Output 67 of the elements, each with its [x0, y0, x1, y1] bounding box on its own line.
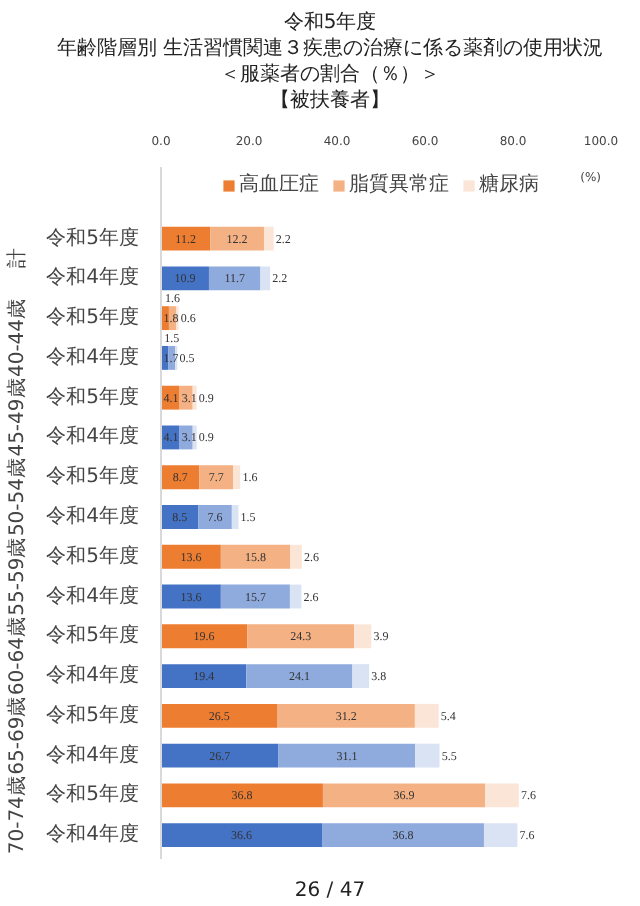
- chart-title: 令和5年度: [281, 10, 379, 36]
- y-tick-label: 令和5年度: [46, 702, 140, 727]
- bar: [352, 664, 370, 688]
- bar: [161, 783, 323, 808]
- bar: [220, 584, 290, 609]
- bar: [485, 783, 519, 808]
- text: 45-49歳: [5, 378, 29, 457]
- y-tick-label: 令和5年度: [46, 623, 140, 648]
- bar: [290, 544, 302, 569]
- bar: [354, 624, 372, 649]
- bar: [289, 584, 302, 609]
- text: 26 / 47: [294, 878, 366, 904]
- text: 55-59歳: [5, 537, 29, 616]
- bar: [208, 266, 261, 291]
- y-tick-label: 令和4年度: [46, 265, 140, 290]
- bar: [161, 823, 323, 848]
- y-tick-label: 令和4年度: [46, 503, 140, 528]
- bar: [179, 385, 193, 410]
- legend-label: 脂質異常症: [349, 171, 449, 198]
- bar: [199, 465, 234, 490]
- text: 50-54歳: [5, 458, 29, 537]
- bar: [414, 703, 439, 728]
- bar: [246, 664, 353, 688]
- bar: [161, 664, 247, 688]
- bar: [161, 226, 211, 251]
- legend-label: 糖尿病: [479, 171, 539, 198]
- y-tick-label: 令和5年度: [46, 782, 140, 807]
- bar: [161, 544, 221, 569]
- y-tick-label: 令和4年度: [46, 424, 140, 449]
- text: 60-64歳: [5, 617, 29, 696]
- y-tick-label: 令和4年度: [46, 822, 140, 847]
- y-tick-label: 令和5年度: [46, 384, 140, 409]
- y-tick-label: 令和4年度: [46, 742, 140, 767]
- bar: [247, 624, 355, 649]
- bar: [415, 743, 440, 768]
- text: ＜服薬者の割合（％）＞: [218, 62, 442, 88]
- y-tick-label: 令和4年度: [46, 663, 140, 688]
- bar: [322, 783, 486, 808]
- legend-label: 高血圧症: [239, 171, 319, 198]
- bar: [161, 624, 248, 649]
- text: 65-69歳: [5, 696, 29, 775]
- bar: [161, 743, 279, 768]
- bar: [161, 266, 209, 291]
- bar: [220, 544, 291, 569]
- bar: [161, 465, 200, 490]
- y-tick-label: 令和5年度: [46, 464, 140, 489]
- text: 70-74歳: [5, 776, 29, 855]
- y-tick-label: 令和5年度: [46, 305, 140, 330]
- bar: [260, 266, 271, 291]
- bar: [483, 823, 518, 848]
- bar: [263, 226, 274, 251]
- text: 計: [5, 248, 29, 269]
- bar: [231, 505, 239, 529]
- bar: [233, 465, 241, 490]
- text: 【被扶養者】: [268, 88, 392, 114]
- bar: [198, 505, 232, 529]
- bar: [278, 743, 416, 768]
- bar: [210, 226, 264, 251]
- y-tick-label: 令和4年度: [46, 344, 140, 369]
- y-tick-label: 令和5年度: [46, 543, 140, 568]
- y-tick-label: 令和4年度: [46, 583, 140, 608]
- chart-subtitle: 年齢階層別 生活習慣関連３疾患の治療に係る薬剤の使用状況: [56, 36, 604, 62]
- text: 40-44歳: [5, 298, 29, 378]
- bar: [277, 703, 415, 728]
- bar: [161, 703, 278, 728]
- y-tick-label: 令和5年度: [46, 225, 140, 250]
- bar: [322, 823, 484, 848]
